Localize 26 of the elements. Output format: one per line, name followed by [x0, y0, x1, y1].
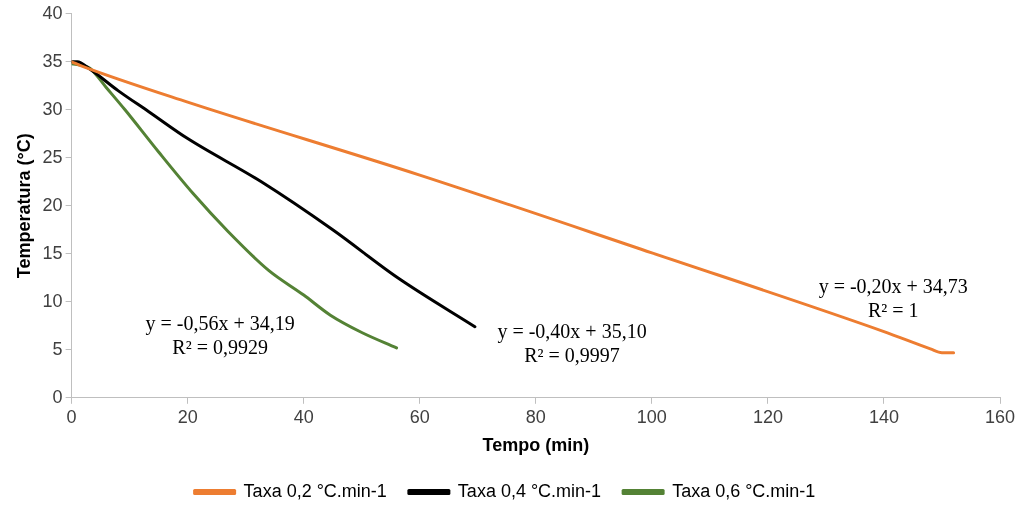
x-tick-label: 20: [177, 406, 198, 427]
y-axis-title: Temperatura (°C): [13, 133, 34, 279]
x-tick-label: 0: [66, 406, 77, 427]
x-tick-label: 60: [409, 406, 430, 427]
y-tick-label: 5: [52, 338, 63, 359]
x-tick-label: 40: [293, 406, 314, 427]
x-tick-label: 120: [752, 406, 783, 427]
y-tick-label: 15: [42, 242, 63, 263]
y-tick-label: 40: [42, 2, 63, 23]
legend-label: Taxa 0,2 °C.min-1: [243, 480, 387, 501]
x-tick-label: 160: [984, 406, 1016, 427]
y-tick-label: 25: [42, 146, 63, 167]
annotation: y = -0,56x + 34,19 R² = 0,9929: [145, 312, 295, 359]
legend-label: Taxa 0,4 °C.min-1: [457, 480, 602, 501]
annotation: y = -0,20x + 34,73 R² = 1: [818, 275, 968, 322]
annotation: y = -0,40x + 35,10 R² = 0,9997: [497, 319, 647, 366]
y-tick-label: 20: [42, 194, 63, 215]
x-axis-title: Tempo (min): [482, 435, 590, 456]
legend-label: Taxa 0,6 °C.min-1: [672, 480, 816, 501]
x-tick-label: 80: [525, 406, 546, 427]
y-tick-label: 30: [42, 98, 63, 119]
y-tick-label: 35: [42, 50, 63, 71]
x-tick-label: 140: [868, 406, 899, 427]
y-tick-label: 0: [52, 386, 63, 407]
x-tick-label: 100: [636, 406, 667, 427]
y-tick-label: 10: [42, 290, 63, 311]
